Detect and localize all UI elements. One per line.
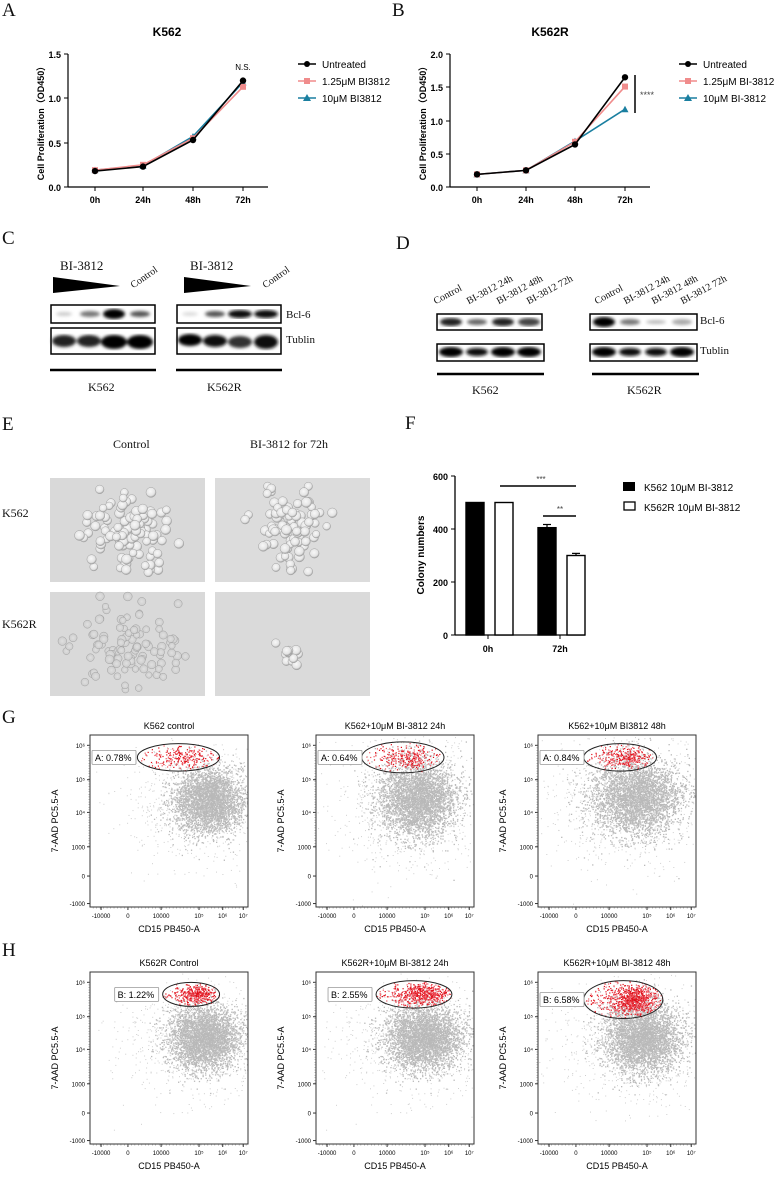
svg-text:10μM BI-3812: 10μM BI-3812 <box>703 94 766 105</box>
gate-percentage: A: 0.78% <box>95 753 132 763</box>
flow-plot-title: K562+10μM BI3812 48h <box>568 721 666 731</box>
svg-text:0.0: 0.0 <box>48 183 61 193</box>
flow-ylabel: 7-AAD PC5.5-A <box>498 789 508 852</box>
svg-text:1.0: 1.0 <box>430 117 443 127</box>
svg-text:400: 400 <box>433 525 448 535</box>
blot-c <box>0 220 390 360</box>
chart-b-y-axis: 2.0 1.5 1.0 0.5 0.0 Cell Proliferation（O… <box>418 50 450 193</box>
svg-text:72h: 72h <box>617 195 633 205</box>
flow-ylabel: 7-AAD PC5.5-A <box>276 789 286 852</box>
flow-xlabel: CD15 PB450-A <box>586 1161 648 1171</box>
chart-a-y-axis: 1.5 1.0 0.5 0.0 Cell Proliferation（OD450… <box>36 50 68 193</box>
chart-b: K562R 2.0 1.5 1.0 0.5 0.0 Cell Prolifera… <box>390 0 781 210</box>
svg-text:1.25μM BI-3812: 1.25μM BI-3812 <box>703 77 775 88</box>
chart-a-title: K562 <box>153 25 182 39</box>
gate-percentage: B: 2.55% <box>331 990 368 1000</box>
svg-text:1.5: 1.5 <box>430 83 443 93</box>
flow-plot-title: K562 control <box>144 721 195 731</box>
panel-letter-h: H <box>2 940 16 962</box>
svg-text:0h: 0h <box>90 195 101 205</box>
panel-letter-e: E <box>2 414 14 436</box>
chart-a-annotation: N.S. <box>235 63 251 72</box>
micrograph-k562r-treated <box>215 592 370 696</box>
gate-percentage: A: 0.84% <box>543 753 580 763</box>
flow-ylabel: 7-AAD PC5.5-A <box>50 789 60 852</box>
svg-text:0: 0 <box>443 631 448 641</box>
svg-text:200: 200 <box>433 578 448 588</box>
chart-a: K562 1.5 1.0 0.5 0.0 Cell Proliferation（… <box>0 0 390 210</box>
blot-c-row-bcl6: Bcl-6 <box>286 309 310 321</box>
gate-percentage: B: 6.58% <box>543 995 580 1005</box>
svg-text:600: 600 <box>433 472 448 482</box>
svg-text:48h: 48h <box>185 195 201 205</box>
flow-xlabel: CD15 PB450-A <box>364 1161 426 1171</box>
dose-triangle-k562r <box>184 277 251 293</box>
chart-a-ylabel: Cell Proliferation（OD450） <box>36 62 46 181</box>
svg-text:0.5: 0.5 <box>430 150 443 160</box>
chart-f: 600 400 200 0 Colony numbers 0h 72h *** … <box>390 380 781 660</box>
svg-text:72h: 72h <box>552 644 568 654</box>
svg-text:Untreated: Untreated <box>703 60 747 71</box>
chart-f-y-axis: 600 400 200 0 Colony numbers <box>416 472 455 641</box>
svg-text:K562 10μM BI-3812: K562 10μM BI-3812 <box>644 483 734 494</box>
svg-text:24h: 24h <box>135 195 151 205</box>
gate-percentage: A: 0.64% <box>321 753 358 763</box>
blot-c-row-tubulin: Tublin <box>286 334 315 346</box>
svg-text:2.0: 2.0 <box>430 50 443 60</box>
micrographs-e <box>0 450 380 690</box>
gate-percentage: B: 1.22% <box>118 990 155 1000</box>
svg-text:0h: 0h <box>483 644 494 654</box>
gate-ellipse <box>362 742 444 773</box>
chart-f-annotation-1: *** <box>536 475 545 484</box>
flow-plot-title: K562R+10μM BI-3812 24h <box>341 958 448 968</box>
chart-a-x-axis: 0h 24h 48h 72h <box>68 187 268 205</box>
chart-f-ylabel: Colony numbers <box>416 515 427 594</box>
panel-letter-g: G <box>2 707 16 729</box>
svg-text:48h: 48h <box>567 195 583 205</box>
svg-text:Untreated: Untreated <box>322 60 366 71</box>
chart-f-x-axis: 0h 72h <box>455 635 585 654</box>
chart-a-legend: Untreated 1.25μM BI3812 10μM BI3812 <box>298 60 390 105</box>
flow-plot-title: K562R Control <box>139 958 198 968</box>
svg-text:24h: 24h <box>518 195 534 205</box>
svg-text:0.5: 0.5 <box>48 139 61 149</box>
chart-f-legend: K562 10μM BI-3812 K562R 10μM BI-3812 <box>623 482 741 514</box>
flow-ylabel: 7-AAD PC5.5-A <box>50 1026 60 1089</box>
svg-text:1.25μM BI3812: 1.25μM BI3812 <box>322 77 390 88</box>
svg-text:K562R 10μM BI-3812: K562R 10μM BI-3812 <box>644 503 741 514</box>
svg-text:1.0: 1.0 <box>48 94 61 104</box>
svg-text:10μM BI3812: 10μM BI3812 <box>322 94 382 105</box>
blot-c-group-k562r: K562R <box>207 380 242 395</box>
flow-plot-title: K562R+10μM BI-3812 48h <box>563 958 670 968</box>
blot-d-row-tubulin: Tublin <box>700 345 729 357</box>
chart-b-ylabel: Cell Proliferation（OD450） <box>418 62 428 181</box>
chart-b-x-axis: 0h 24h 48h 72h <box>450 187 650 205</box>
svg-text:0.0: 0.0 <box>430 183 443 193</box>
chart-b-annotation: **** <box>640 90 655 100</box>
flow-ylabel: 7-AAD PC5.5-A <box>276 1026 286 1089</box>
blot-d-row-bcl6: Bcl-6 <box>700 315 724 327</box>
flow-xlabel: CD15 PB450-A <box>138 924 200 934</box>
flow-xlabel: CD15 PB450-A <box>138 1161 200 1171</box>
chart-b-title: K562R <box>531 25 569 39</box>
svg-text:1.5: 1.5 <box>48 50 61 60</box>
flow-plot-title: K562+10μM BI-3812 24h <box>345 721 446 731</box>
flow-xlabel: CD15 PB450-A <box>364 924 426 934</box>
svg-text:72h: 72h <box>235 195 251 205</box>
flow-ylabel: 7-AAD PC5.5-A <box>498 1026 508 1089</box>
flow-xlabel: CD15 PB450-A <box>586 924 648 934</box>
svg-text:0h: 0h <box>472 195 483 205</box>
dose-triangle-k562 <box>53 277 120 293</box>
chart-b-legend: Untreated 1.25μM BI-3812 10μM BI-3812 <box>679 60 775 105</box>
blot-c-group-k562: K562 <box>88 380 115 395</box>
chart-f-annotation-2: ** <box>557 505 563 514</box>
blot-d <box>390 220 781 360</box>
